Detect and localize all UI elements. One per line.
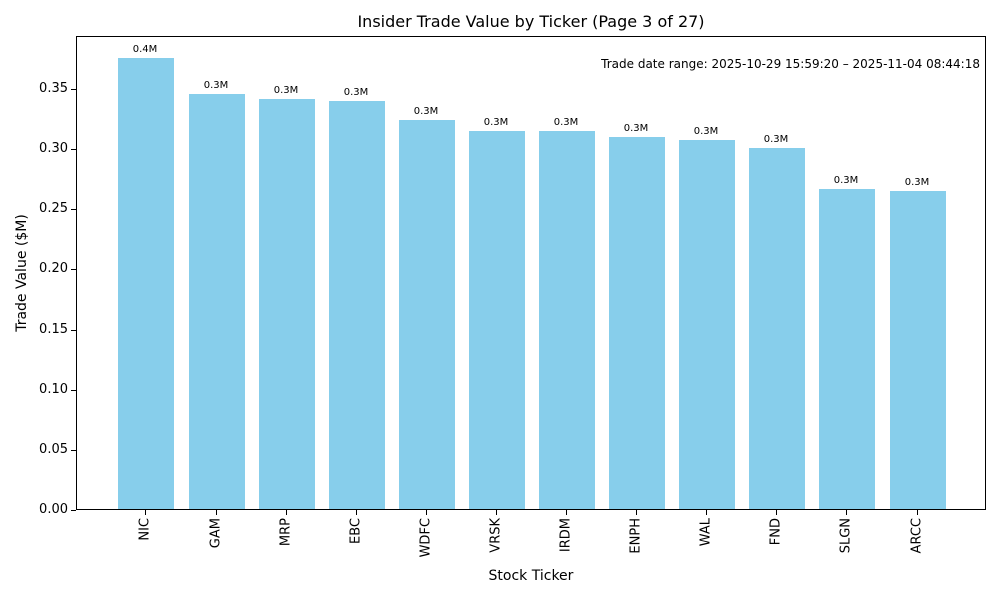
y-tick-mark — [71, 450, 76, 451]
x-tick-mark — [286, 510, 287, 515]
y-tick-mark — [71, 209, 76, 210]
x-tick-label-WDFC: WDFC — [418, 518, 434, 558]
bar-value-label-WDFC: 0.3M — [413, 106, 439, 117]
bar-value-label-IRDM: 0.3M — [553, 117, 579, 128]
x-tick-mark — [216, 510, 217, 515]
x-tick-label-ENPH: ENPH — [628, 518, 644, 554]
y-tick-label-0.00: 0.00 — [39, 502, 68, 517]
bar-ARCC — [890, 191, 946, 509]
x-tick-mark — [846, 510, 847, 515]
x-tick-mark — [566, 510, 567, 515]
y-tick-label-0.05: 0.05 — [39, 442, 68, 457]
x-tick-label-NIC: NIC — [137, 518, 153, 541]
y-tick-mark — [71, 510, 76, 511]
y-tick-label-0.20: 0.20 — [39, 261, 68, 276]
y-tick-label-0.35: 0.35 — [39, 81, 68, 96]
y-tick-mark — [71, 149, 76, 150]
plot-area: Trade date range: 2025-10-29 15:59:20 – … — [76, 36, 986, 510]
y-tick-mark — [71, 269, 76, 270]
bar-value-label-WAL: 0.3M — [693, 126, 719, 137]
bar-FND — [749, 148, 805, 509]
bar-value-label-VRSK: 0.3M — [483, 117, 509, 128]
y-tick-label-0.30: 0.30 — [39, 141, 68, 156]
bar-value-label-EBC: 0.3M — [343, 87, 369, 98]
x-axis-label: Stock Ticker — [488, 568, 574, 584]
bar-MRP — [259, 99, 315, 509]
y-tick-mark — [71, 390, 76, 391]
bar-value-label-SLGN: 0.3M — [833, 175, 859, 186]
x-tick-mark — [426, 510, 427, 515]
bar-GAM — [189, 94, 245, 509]
x-tick-label-GAM: GAM — [208, 518, 224, 549]
x-tick-mark — [776, 510, 777, 515]
y-tick-label-0.15: 0.15 — [39, 322, 68, 337]
x-tick-mark — [706, 510, 707, 515]
x-tick-label-IRDM: IRDM — [558, 518, 574, 553]
x-tick-label-FND: FND — [768, 518, 784, 546]
y-tick-mark — [71, 89, 76, 90]
date-range-annotation: Trade date range: 2025-10-29 15:59:20 – … — [601, 57, 980, 71]
y-tick-mark — [71, 330, 76, 331]
x-tick-label-ARCC: ARCC — [909, 518, 925, 554]
bar-EBC — [329, 101, 385, 509]
y-tick-label-0.10: 0.10 — [39, 382, 68, 397]
bar-SLGN — [819, 189, 875, 509]
x-tick-label-MRP: MRP — [278, 518, 294, 547]
x-tick-label-EBC: EBC — [348, 518, 364, 544]
bar-WDFC — [399, 120, 455, 509]
x-tick-label-SLGN: SLGN — [838, 518, 854, 554]
bar-VRSK — [469, 131, 525, 509]
x-tick-label-WAL: WAL — [698, 518, 714, 547]
y-tick-label-0.25: 0.25 — [39, 201, 68, 216]
bar-value-label-ARCC: 0.3M — [904, 177, 930, 188]
x-tick-label-VRSK: VRSK — [488, 518, 504, 553]
bar-value-label-MRP: 0.3M — [273, 85, 299, 96]
bar-value-label-ENPH: 0.3M — [623, 123, 649, 134]
x-tick-mark — [145, 510, 146, 515]
bar-NIC — [118, 58, 174, 509]
x-tick-mark — [356, 510, 357, 515]
bar-ENPH — [609, 137, 665, 509]
x-tick-mark — [636, 510, 637, 515]
bar-value-label-NIC: 0.4M — [132, 44, 158, 55]
x-tick-mark — [496, 510, 497, 515]
bar-WAL — [679, 140, 735, 509]
bar-value-label-FND: 0.3M — [763, 134, 789, 145]
bar-IRDM — [539, 131, 595, 509]
bar-value-label-GAM: 0.3M — [203, 80, 229, 91]
chart-title: Insider Trade Value by Ticker (Page 3 of… — [357, 12, 705, 31]
x-tick-mark — [917, 510, 918, 515]
